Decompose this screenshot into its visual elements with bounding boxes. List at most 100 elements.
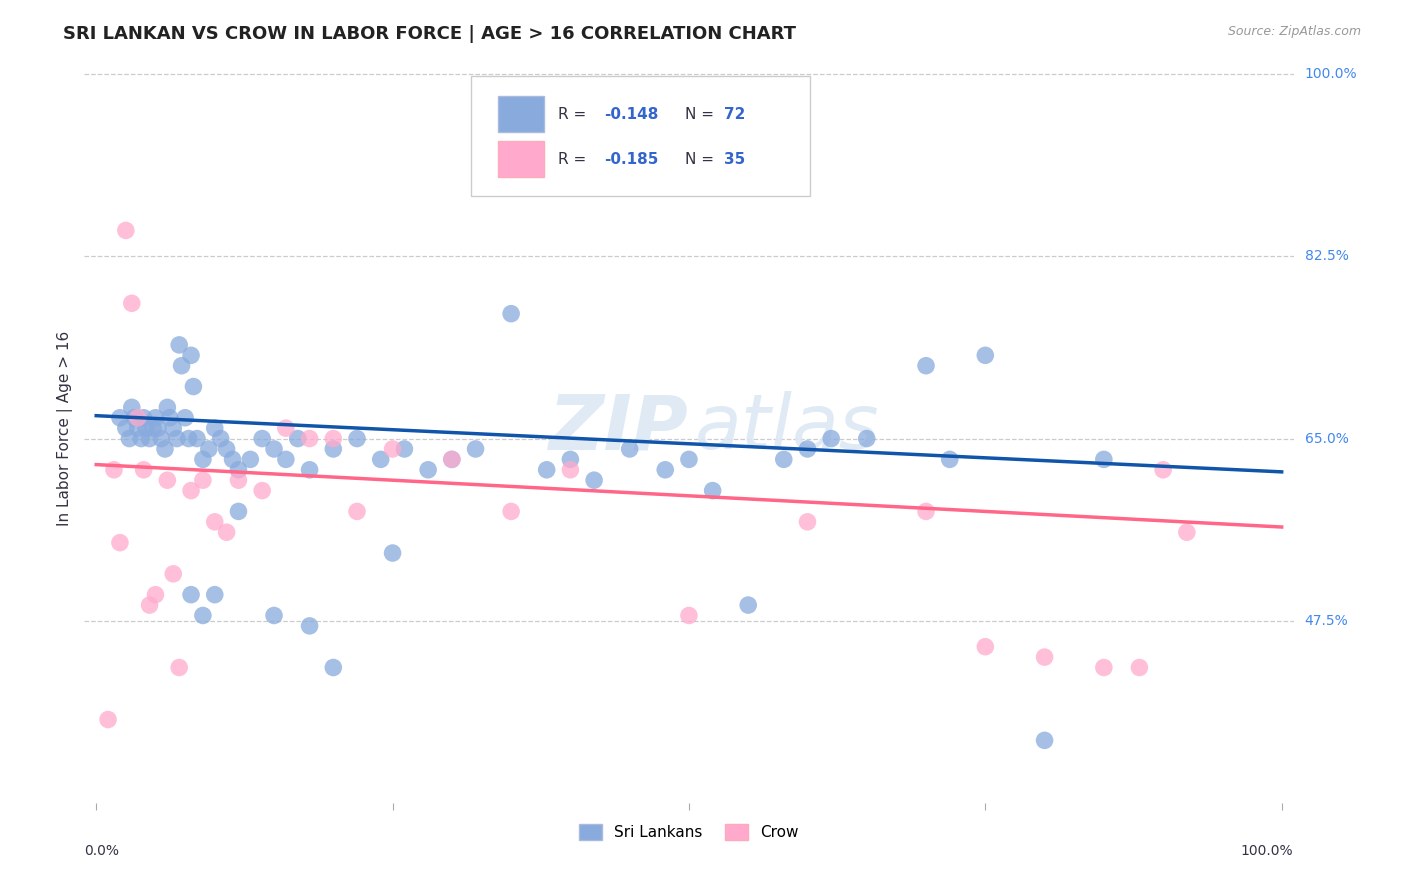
Text: N =: N =	[685, 152, 720, 167]
Point	[440, 452, 463, 467]
Point	[97, 713, 120, 727]
Point	[191, 452, 214, 467]
Point	[702, 483, 724, 498]
Point	[142, 421, 165, 435]
Point	[221, 452, 243, 467]
Point	[263, 442, 285, 456]
Point	[162, 566, 184, 581]
Point	[127, 421, 149, 435]
FancyBboxPatch shape	[471, 76, 810, 196]
Point	[228, 473, 250, 487]
Point	[322, 432, 344, 446]
Point	[654, 463, 676, 477]
Text: 47.5%: 47.5%	[1305, 614, 1348, 628]
Text: ZIP: ZIP	[550, 392, 689, 465]
Point	[162, 421, 184, 435]
Point	[115, 421, 138, 435]
Point	[146, 421, 169, 435]
Point	[186, 432, 208, 446]
Point	[1092, 660, 1115, 674]
Point	[127, 410, 149, 425]
Point	[298, 463, 321, 477]
Point	[322, 442, 344, 456]
Point	[440, 452, 463, 467]
Point	[560, 452, 582, 467]
Point	[263, 608, 285, 623]
Point	[167, 338, 190, 352]
Text: 72: 72	[724, 107, 745, 121]
Point	[180, 348, 202, 362]
Point	[370, 452, 392, 467]
Text: 82.5%: 82.5%	[1305, 250, 1348, 263]
Point	[394, 442, 416, 456]
Point	[536, 463, 558, 477]
Point	[678, 452, 700, 467]
Point	[287, 432, 309, 446]
Point	[974, 348, 997, 362]
Point	[122, 410, 145, 425]
Point	[115, 223, 138, 237]
Text: 35: 35	[724, 152, 745, 167]
Point	[1033, 733, 1056, 747]
Point	[560, 463, 582, 477]
Point	[274, 421, 297, 435]
Point	[153, 442, 176, 456]
Text: 0.0%: 0.0%	[84, 844, 120, 858]
FancyBboxPatch shape	[498, 141, 544, 178]
Point	[418, 463, 440, 477]
Point	[464, 442, 486, 456]
Point	[215, 442, 238, 456]
Point	[183, 379, 205, 393]
Point	[198, 442, 221, 456]
Point	[135, 421, 157, 435]
Text: -0.185: -0.185	[605, 152, 658, 167]
Point	[138, 598, 160, 612]
Point	[132, 410, 155, 425]
Point	[737, 598, 759, 612]
Point	[145, 410, 167, 425]
Point	[129, 432, 152, 446]
Point	[239, 452, 262, 467]
Point	[250, 432, 273, 446]
Point	[1152, 463, 1174, 477]
Point	[228, 463, 250, 477]
Text: 65.0%: 65.0%	[1305, 432, 1348, 446]
Point	[121, 401, 143, 415]
Point	[346, 504, 368, 518]
Text: R =: R =	[558, 107, 592, 121]
Text: N =: N =	[685, 107, 720, 121]
Point	[855, 432, 877, 446]
Point	[108, 410, 131, 425]
Point	[180, 588, 202, 602]
Point	[974, 640, 997, 654]
Point	[772, 452, 794, 467]
Point	[150, 432, 173, 446]
Point	[159, 410, 181, 425]
Point	[915, 359, 938, 373]
Point	[167, 660, 190, 674]
Point	[191, 473, 214, 487]
Y-axis label: In Labor Force | Age > 16: In Labor Force | Age > 16	[58, 331, 73, 525]
Point	[204, 421, 226, 435]
Point	[156, 473, 179, 487]
Point	[298, 432, 321, 446]
Point	[103, 463, 125, 477]
Point	[1033, 650, 1056, 665]
Point	[166, 432, 188, 446]
Point	[619, 442, 641, 456]
Point	[381, 546, 404, 560]
Text: -0.148: -0.148	[605, 107, 658, 121]
Point	[938, 452, 960, 467]
Point	[915, 504, 938, 518]
Point	[174, 410, 197, 425]
Point	[346, 432, 368, 446]
Point	[583, 473, 606, 487]
Point	[274, 452, 297, 467]
Point	[191, 608, 214, 623]
Point	[678, 608, 700, 623]
Point	[138, 432, 160, 446]
Point	[121, 296, 143, 310]
Point	[820, 432, 842, 446]
Point	[381, 442, 404, 456]
Point	[209, 432, 232, 446]
